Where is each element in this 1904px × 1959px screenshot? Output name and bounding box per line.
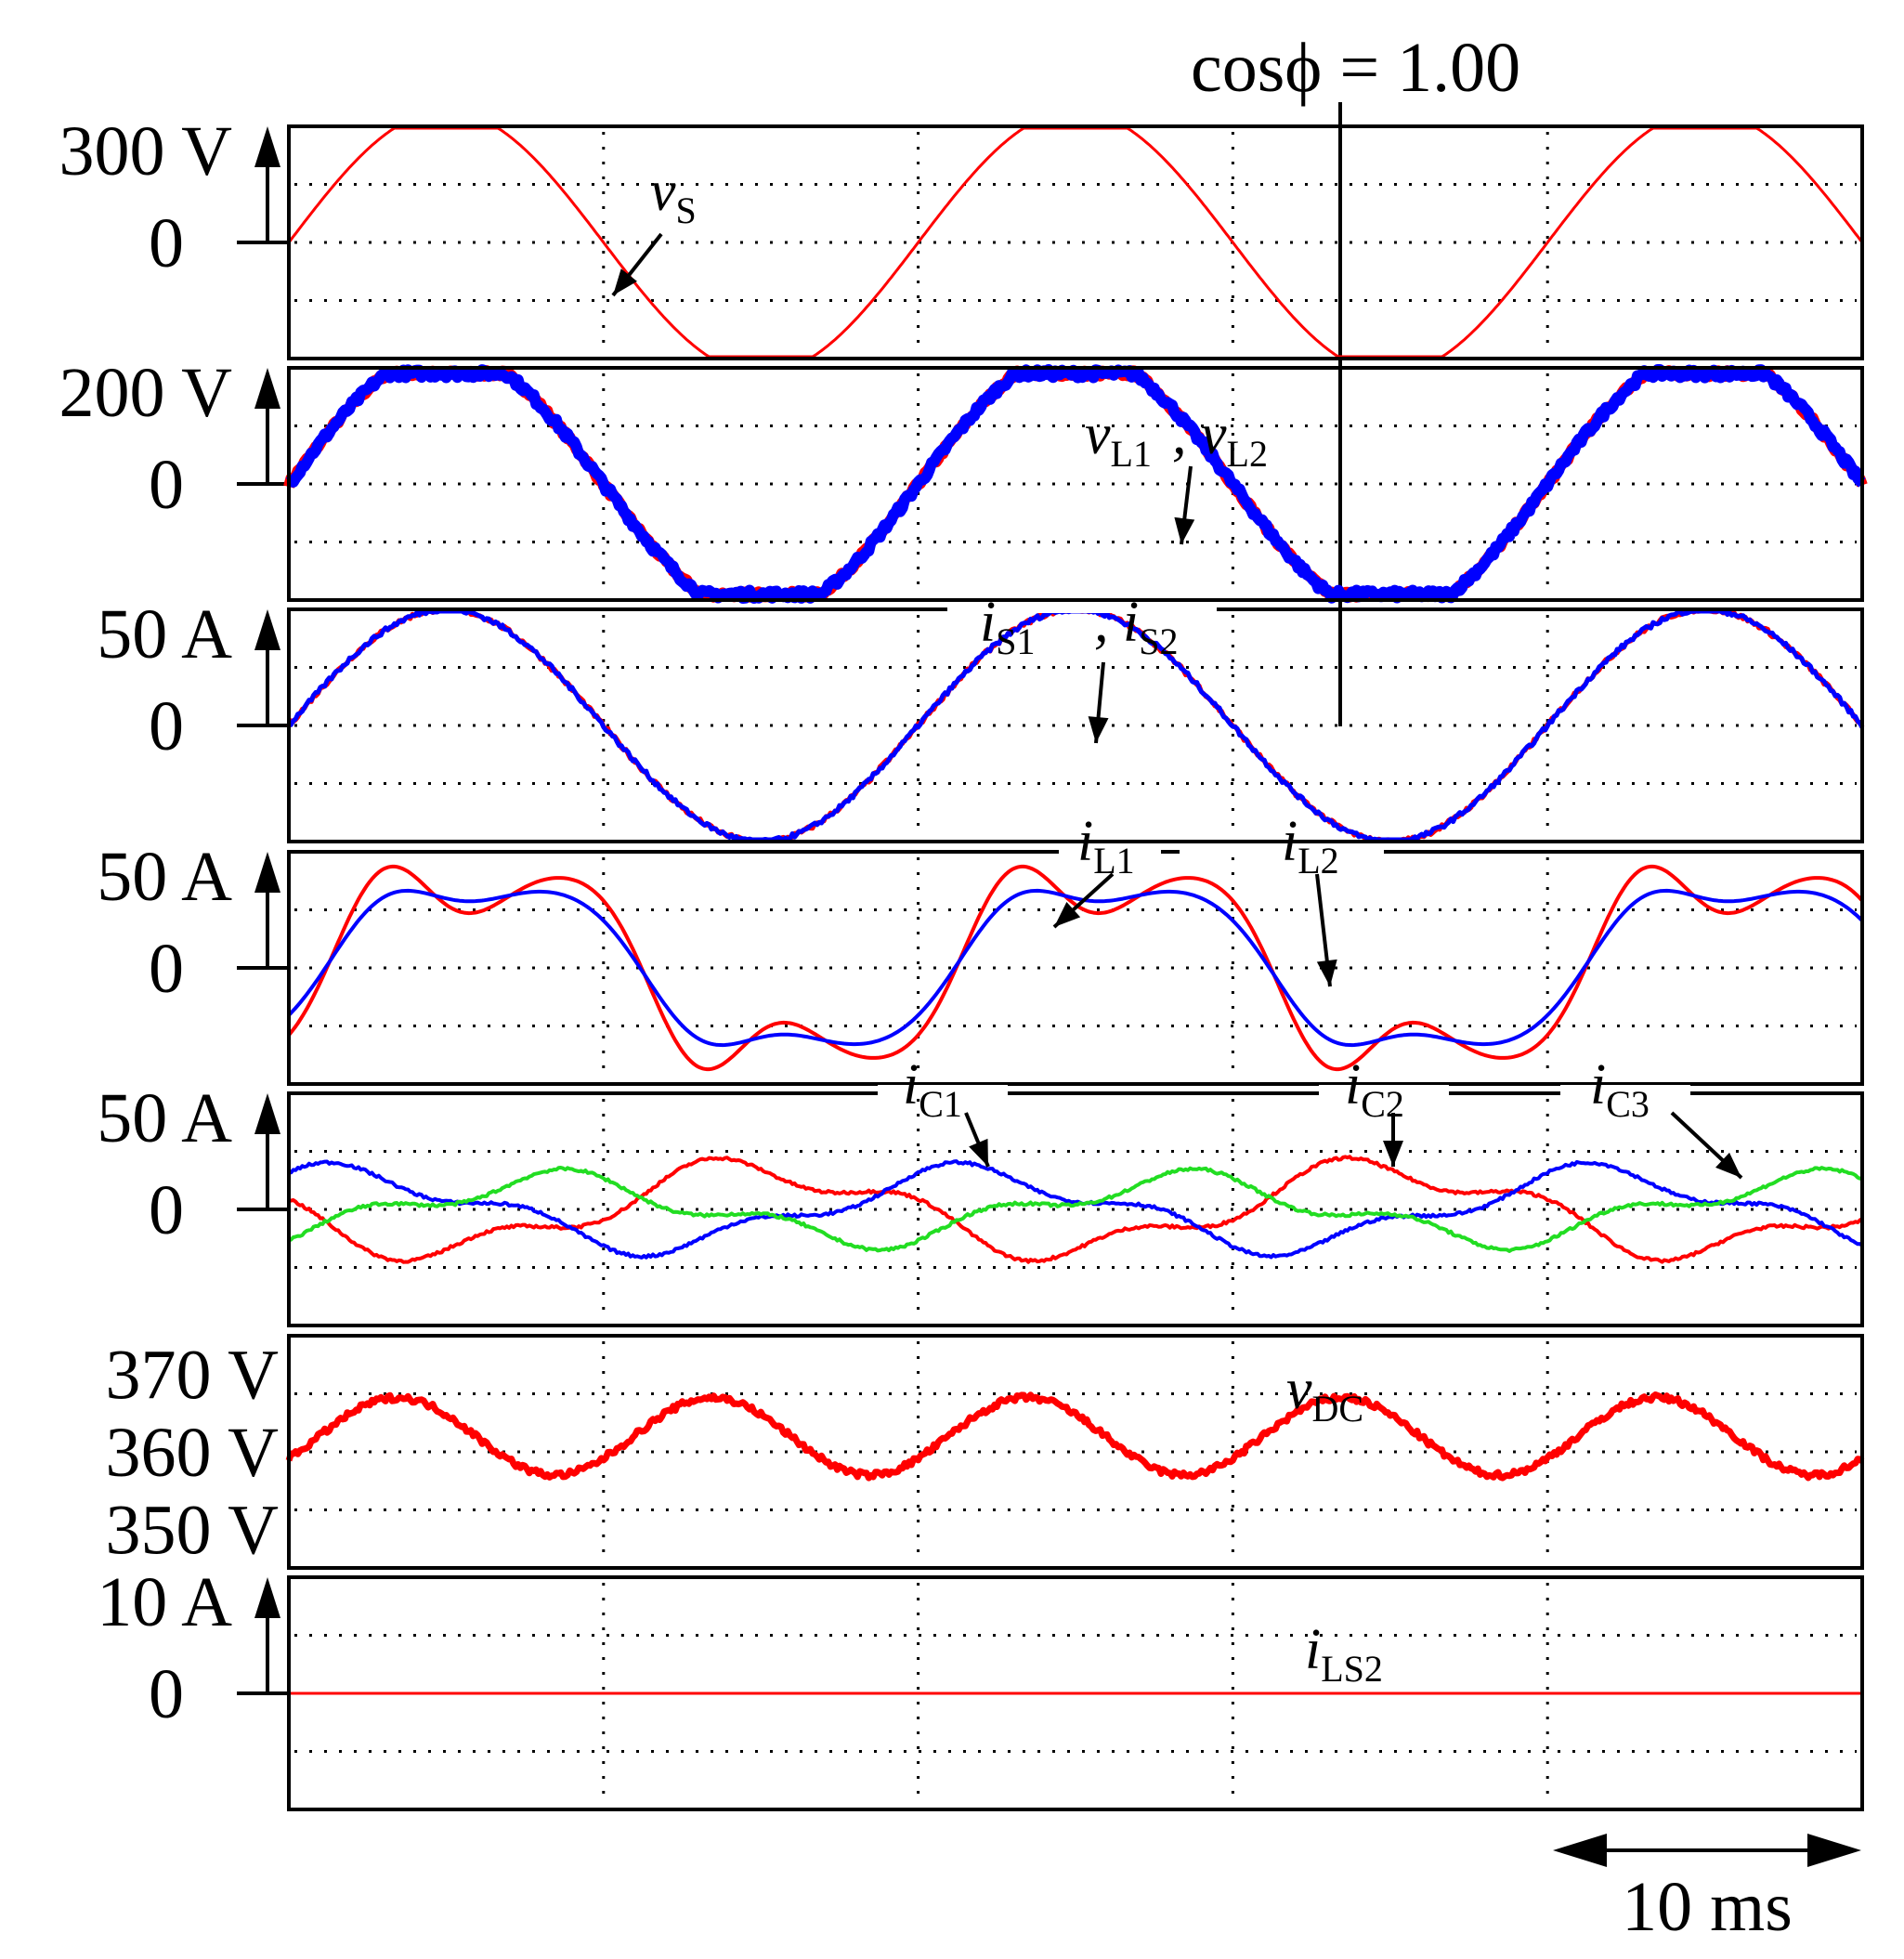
time-scale-left-arrow-icon [1553, 1834, 1607, 1867]
signal-label: vL1 [1085, 403, 1152, 475]
trace-v-dc [285, 1391, 1865, 1482]
panel-frame [287, 1575, 1864, 1811]
tick-label: 370 V [105, 1337, 279, 1415]
tick-label-zero: 0 [149, 930, 184, 1008]
axis-arrow-icon [254, 368, 280, 409]
panel-frame [287, 366, 1864, 602]
pointer-arrow-icon [1088, 716, 1109, 743]
tick-label: 360 V [105, 1414, 279, 1492]
tick-label-zero: 0 [149, 687, 184, 765]
pointer-arrow-icon [969, 1138, 988, 1167]
signal-label: iC3 [1590, 1053, 1650, 1125]
axis-arrow-icon [254, 126, 280, 167]
tick-label-max: 50 A [97, 595, 232, 673]
trace-i-l1 [287, 864, 1864, 1072]
panel-frame [287, 124, 1864, 360]
axis-arrow-icon [254, 1093, 280, 1134]
time-scale-label: 10 ms [1622, 1868, 1793, 1946]
pointer-arrow-icon [1054, 902, 1081, 927]
trace-v-s [287, 126, 1864, 359]
trace-i-c1 [288, 1155, 1864, 1264]
trace-i-l2 [287, 888, 1864, 1048]
power-factor-label: cosϕ = 1.00 [1191, 29, 1520, 107]
trace-i-c3 [288, 1166, 1863, 1253]
tick-label-max: 50 A [97, 838, 232, 916]
pointer-arrow-icon [1316, 959, 1337, 986]
tick-label-zero: 0 [149, 1655, 184, 1733]
time-scale-right-arrow-icon [1807, 1834, 1861, 1867]
label-background [1180, 843, 1384, 855]
signal-label: , vL2 [1172, 403, 1268, 475]
axis-arrow-icon [254, 1577, 280, 1618]
trace-v-l2 [285, 364, 1866, 604]
tick-label-max: 300 V [59, 112, 232, 190]
label-background [1560, 1085, 1690, 1096]
panel-ic: 50 A 0 iC1 iC2 iC3 [97, 1053, 1864, 1327]
panel-vl: 200 V 0 vL1 , vL2 [59, 354, 1868, 604]
tick-label-zero: 0 [149, 1171, 184, 1249]
signal-label: vDC [1286, 1358, 1363, 1430]
trace-i-c2 [288, 1159, 1864, 1260]
trace-v-l1 [283, 365, 1868, 603]
signal-label: iLS2 [1305, 1618, 1383, 1690]
panel-vs: 300 V 0 vS [59, 112, 1864, 360]
panels-group: 300 V 0 vS 200 V 0 vL1 , vL2 50 A 0 iS1 , iS2 50 A 0… [59, 112, 1868, 1811]
panel-frame [287, 1334, 1864, 1570]
panel-ils2: 10 A 0 iLS2 [97, 1563, 1864, 1811]
label-background [878, 1085, 1008, 1096]
signal-label: iS1 [980, 591, 1035, 662]
panel-frame [287, 1091, 1864, 1327]
tick-label-max: 50 A [97, 1079, 232, 1157]
axis-arrow-icon [254, 852, 280, 893]
tick-label-max: 200 V [59, 354, 232, 432]
signal-label: vS [650, 160, 697, 231]
pointer-arrow-icon [1383, 1141, 1403, 1167]
panel-is: 50 A 0 iS1 , iS2 [97, 591, 1865, 843]
tick-label-zero: 0 [149, 204, 184, 282]
axis-arrow-icon [254, 609, 280, 650]
tick-label: 350 V [105, 1491, 279, 1569]
pointer-arrow-icon [1174, 516, 1195, 544]
signal-label: iL1 [1077, 810, 1135, 882]
signal-label: iC2 [1345, 1053, 1404, 1125]
label-background [1319, 1085, 1449, 1096]
label-background [947, 602, 1217, 613]
label-background [1059, 843, 1161, 855]
signal-label: iC1 [903, 1053, 962, 1125]
trace-i-s2 [288, 608, 1865, 842]
pointer-arrow-icon [1715, 1152, 1741, 1178]
pointer-arrow-icon [613, 268, 637, 295]
tick-label-max: 10 A [97, 1563, 232, 1641]
signal-label: , iS2 [1094, 591, 1178, 662]
tick-label-zero: 0 [149, 446, 184, 524]
time-scale-indicator: 10 ms [1553, 1834, 1861, 1946]
